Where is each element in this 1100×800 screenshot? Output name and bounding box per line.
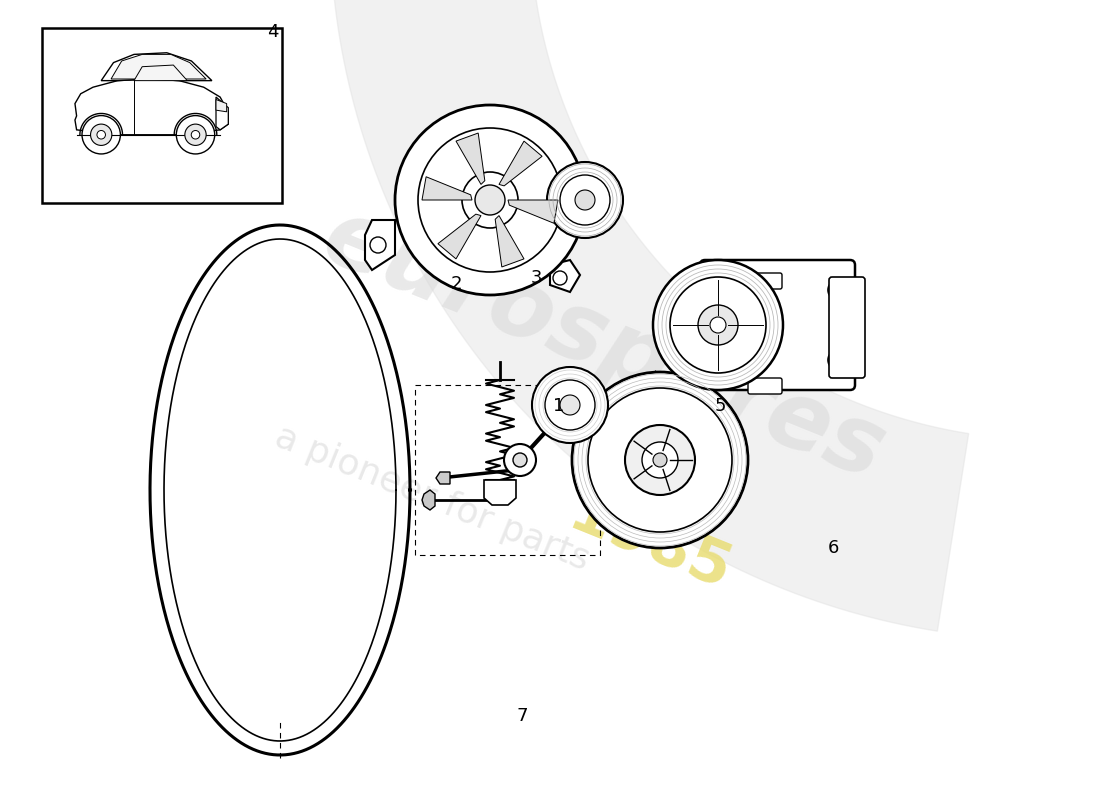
- Text: 1985: 1985: [560, 485, 739, 603]
- Circle shape: [90, 124, 112, 146]
- FancyBboxPatch shape: [700, 260, 855, 390]
- Circle shape: [653, 260, 783, 390]
- Circle shape: [670, 277, 766, 373]
- Circle shape: [504, 444, 536, 476]
- Polygon shape: [499, 141, 542, 186]
- Circle shape: [828, 350, 848, 370]
- Circle shape: [625, 425, 695, 495]
- Circle shape: [532, 367, 608, 443]
- Circle shape: [82, 115, 120, 154]
- Circle shape: [176, 115, 214, 154]
- Polygon shape: [436, 472, 450, 484]
- Circle shape: [97, 130, 106, 139]
- Circle shape: [575, 190, 595, 210]
- Text: a pioneer for parts: a pioneer for parts: [270, 419, 594, 577]
- Text: 6: 6: [828, 539, 839, 557]
- Polygon shape: [484, 480, 516, 505]
- Text: eurospares: eurospares: [310, 191, 899, 500]
- Polygon shape: [101, 53, 212, 81]
- Circle shape: [191, 130, 200, 139]
- Polygon shape: [134, 65, 187, 81]
- Polygon shape: [508, 200, 558, 223]
- Polygon shape: [216, 99, 227, 112]
- Bar: [42, 28, 282, 203]
- Circle shape: [828, 280, 848, 300]
- Text: 1: 1: [553, 398, 564, 415]
- Circle shape: [462, 172, 518, 228]
- Polygon shape: [216, 97, 229, 130]
- Circle shape: [588, 388, 732, 532]
- Polygon shape: [365, 220, 395, 270]
- Polygon shape: [330, 0, 1100, 631]
- FancyBboxPatch shape: [829, 277, 865, 378]
- Circle shape: [513, 453, 527, 467]
- FancyBboxPatch shape: [748, 378, 782, 394]
- Circle shape: [370, 237, 386, 253]
- Circle shape: [395, 105, 585, 295]
- Polygon shape: [75, 79, 229, 134]
- Text: 7: 7: [517, 707, 528, 725]
- Circle shape: [560, 175, 610, 225]
- Polygon shape: [422, 177, 472, 200]
- Circle shape: [544, 380, 595, 430]
- Text: 4: 4: [267, 23, 278, 41]
- Circle shape: [553, 271, 566, 285]
- Polygon shape: [438, 214, 481, 259]
- Circle shape: [572, 372, 748, 548]
- Circle shape: [547, 162, 623, 238]
- Circle shape: [710, 317, 726, 333]
- Text: 5: 5: [715, 398, 726, 415]
- Circle shape: [653, 453, 667, 467]
- Text: 3: 3: [531, 270, 542, 287]
- Circle shape: [560, 395, 580, 415]
- Polygon shape: [456, 133, 485, 185]
- Circle shape: [642, 442, 678, 478]
- Circle shape: [185, 124, 206, 146]
- Polygon shape: [422, 490, 435, 510]
- Circle shape: [418, 128, 562, 272]
- Text: 2: 2: [451, 275, 462, 293]
- Circle shape: [475, 185, 505, 215]
- Polygon shape: [111, 54, 206, 79]
- Polygon shape: [495, 215, 524, 267]
- Polygon shape: [550, 260, 580, 292]
- Circle shape: [698, 305, 738, 345]
- FancyBboxPatch shape: [748, 273, 782, 289]
